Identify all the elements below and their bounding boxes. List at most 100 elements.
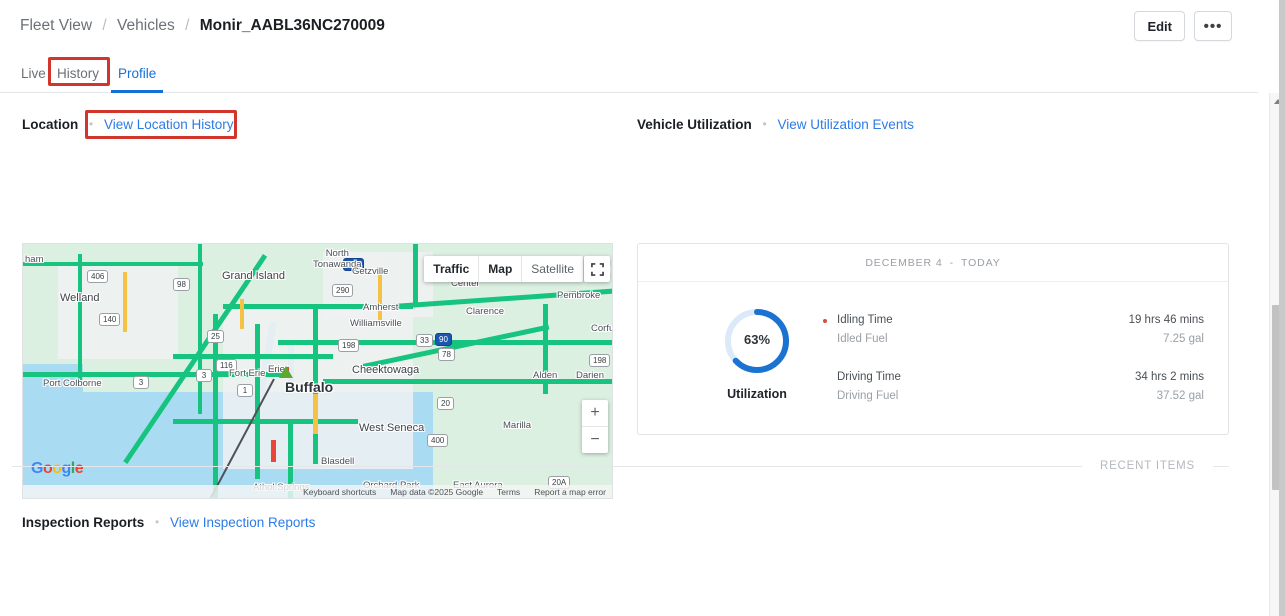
map-label-buffalo: Buffalo [285,379,334,395]
utilization-percent: 63% [743,332,771,347]
breadcrumb-vehicles[interactable]: Vehicles [117,17,175,34]
utilization-donut-chart: 63% [722,306,792,376]
tab-bar: Live History Profile [0,52,1258,93]
map-shield-98: 98 [173,278,190,291]
map-report-error-link[interactable]: Report a map error [534,486,606,497]
map-label-amherst: Amherst [363,302,399,313]
date-range-dash: - [949,256,954,269]
map-road-v3 [313,304,318,464]
bullet-separator-icon: • [89,117,94,131]
inspection-section-header: Inspection Reports • View Inspection Rep… [22,515,315,530]
bullet-separator-icon-3: • [155,515,160,529]
recent-items-divider: RECENT ITEMS [12,460,1229,472]
map-type-satellite-button[interactable]: Satellite [531,262,574,276]
tab-profile[interactable]: Profile [110,62,164,93]
map-label-port-colborne: Port Colborne [43,378,102,389]
idling-time-label: Idling Time [837,314,893,326]
tab-live[interactable]: Live [19,62,48,93]
map-road-slow-2 [240,299,244,329]
map-urban-area-buffalo [223,304,413,469]
recent-items-label: RECENT ITEMS [1099,460,1195,472]
map-control-divider-1 [478,256,480,282]
inspection-reports-title: Inspection Reports [22,515,145,530]
map-shield-116: 116 [216,359,237,372]
map-water-lake-erie-2 [23,364,83,498]
map-road-v4 [255,324,260,479]
breadcrumb: Fleet View / Vehicles / Monir_AABL36NC27… [20,15,385,37]
location-section-header: Location • View Location History [22,117,234,132]
window-right-edge [1279,0,1285,616]
map-zoom-controls[interactable]: + − [582,400,608,453]
view-inspection-reports-link[interactable]: View Inspection Reports [170,515,316,530]
map-label-erie: Erie [268,364,285,375]
map-shield-140: 140 [99,313,121,326]
divider-line-left [12,465,1082,467]
map-label-west-seneca: West Seneca [359,422,425,434]
date-range-start: DECEMBER 4 [865,256,943,269]
utilization-title: Vehicle Utilization [637,117,752,132]
map-road-v7 [288,424,293,498]
map-label-center: Center [451,278,480,289]
map-type-controls[interactable]: Traffic Map Satellite [424,256,583,282]
map-label-corfu: Corfu [591,323,613,334]
map-shield-406: 406 [87,270,109,283]
map-shield-290: 290 [332,284,354,297]
map-traffic-button[interactable]: Traffic [433,262,470,276]
map-road-slow-4 [313,394,318,434]
map-road-v2 [413,244,418,304]
tab-profile-label: Profile [118,66,157,81]
map-canvas[interactable]: 406 140 98 25 116 3 3 1 198 33 78 20 400… [23,244,612,498]
idling-bullet-icon [823,319,827,323]
map-shield-i90: 90 [435,333,452,346]
map-shield-33: 33 [416,334,433,347]
map-label-getzville: Getzville [352,266,389,277]
tab-history[interactable]: History [55,62,101,93]
view-utilization-events-link[interactable]: View Utilization Events [777,117,914,132]
map-label-fort-erie: Fort Erie [229,368,266,379]
map-label-darien: Darien [576,370,604,381]
driving-fuel-label: Driving Fuel [837,390,899,402]
map-zoom-out-button[interactable]: − [590,431,600,448]
fullscreen-icon [590,262,604,276]
map-shield-25: 25 [207,330,224,343]
map-type-map-button[interactable]: Map [488,262,513,276]
map-label-north-tonawanda: North Tonawanda [313,248,362,270]
map-road-v5 [213,314,218,498]
driving-time-label: Driving Time [837,371,901,383]
tab-history-label: History [57,66,100,81]
view-location-history-link[interactable]: View Location History [103,117,234,132]
map-attribution-bar: Keyboard shortcuts Map data ©2025 Google… [23,485,612,498]
map-control-divider-2 [521,256,523,282]
map-road-h8 [173,354,333,359]
tab-live-label: Live [21,66,46,81]
idling-time-value: 19 hrs 46 mins [1128,314,1204,326]
scroll-up-arrow-icon[interactable] [1270,93,1285,109]
map-label-ham: ham [25,254,44,265]
map-label-pembroke: Pembroke [557,290,601,301]
google-watermark: Google [31,460,84,477]
map-label-blasdell: Blasdell [321,456,355,467]
utilization-caption: Utilization [727,387,787,401]
map-label-grand-island: Grand Island [222,270,285,282]
vehicle-marker-icon[interactable] [279,366,293,378]
map-urban-area-welland [58,264,178,359]
map-keyboard-shortcuts-link[interactable]: Keyboard shortcuts [303,486,377,497]
utilization-section-header: Vehicle Utilization • View Utilization E… [637,117,914,132]
breadcrumb-fleet-view[interactable]: Fleet View [20,17,93,34]
map-road-v6 [543,304,548,394]
map-zoom-in-button[interactable]: + [590,404,600,421]
map-shield-78: 78 [438,348,455,361]
bullet-separator-icon-2: • [762,117,767,131]
utilization-card-body: 63% Utilization Idling Time 19 hrs 46 mi… [638,282,1228,435]
edit-button[interactable]: Edit [1134,11,1185,41]
map-fullscreen-button[interactable] [584,256,610,282]
location-map[interactable]: 406 140 98 25 116 3 3 1 198 33 78 20 400… [22,243,613,499]
map-shield-324: 198 [589,354,611,367]
driving-fuel-value: 37.52 gal [1156,390,1204,402]
more-options-button[interactable]: ••• [1194,11,1232,41]
map-terms-link[interactable]: Terms [497,486,521,497]
map-label-williamsville: Williamsville [350,318,402,329]
map-label-alden: Alden [533,370,558,381]
date-range-end: TODAY [960,256,1001,269]
